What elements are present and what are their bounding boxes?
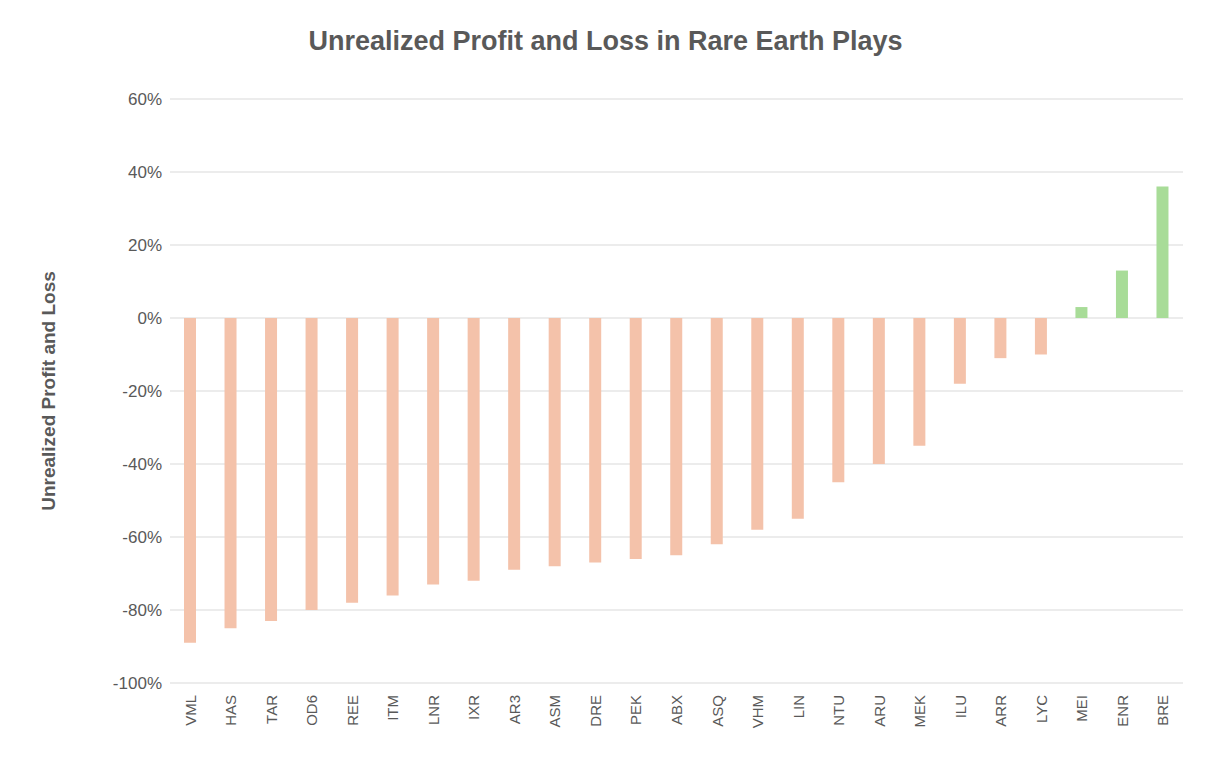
svg-text:Unrealized Profit and Loss: Unrealized Profit and Loss <box>38 271 59 511</box>
svg-text:-40%: -40% <box>122 455 162 474</box>
svg-text:IXR: IXR <box>465 695 482 720</box>
svg-text:LNR: LNR <box>425 695 442 725</box>
svg-text:-60%: -60% <box>122 528 162 547</box>
svg-text:ASQ: ASQ <box>709 695 726 727</box>
svg-text:VML: VML <box>182 695 199 726</box>
svg-text:AR3: AR3 <box>506 695 523 724</box>
svg-text:TAR: TAR <box>263 695 280 724</box>
svg-text:ILU: ILU <box>952 695 969 718</box>
html-text:Unrealized Profit and Loss in: Unrealized Profit and Loss in Rare Earth… <box>308 26 903 56</box>
svg-text:OD6: OD6 <box>303 695 320 726</box>
svg-text:0%: 0% <box>137 309 162 328</box>
svg-text:ASM: ASM <box>546 695 563 728</box>
svg-text:DRE: DRE <box>587 695 604 727</box>
svg-text:ARR: ARR <box>992 695 1009 727</box>
svg-text:REE: REE <box>344 695 361 726</box>
svg-text:NTU: NTU <box>830 695 847 726</box>
svg-text:PEK: PEK <box>627 695 644 725</box>
svg-text:-20%: -20% <box>122 382 162 401</box>
svg-text:-80%: -80% <box>122 601 162 620</box>
svg-text:LIN: LIN <box>790 695 807 718</box>
svg-text:BRE: BRE <box>1154 695 1171 726</box>
svg-text:ITM: ITM <box>384 695 401 721</box>
svg-text:MEI: MEI <box>1073 695 1090 722</box>
svg-text:-100%: -100% <box>113 674 162 693</box>
svg-text:MEK: MEK <box>911 695 928 728</box>
svg-text:HAS: HAS <box>222 695 239 726</box>
svg-text:LYC: LYC <box>1033 695 1050 723</box>
svg-text:ABX: ABX <box>668 695 685 725</box>
svg-text:60%: 60% <box>128 90 162 109</box>
svg-text:20%: 20% <box>128 236 162 255</box>
svg-text:40%: 40% <box>128 163 162 182</box>
svg-text:ENR: ENR <box>1114 695 1131 727</box>
svg-text:ARU: ARU <box>871 695 888 727</box>
svg-text:VHM: VHM <box>749 695 766 728</box>
